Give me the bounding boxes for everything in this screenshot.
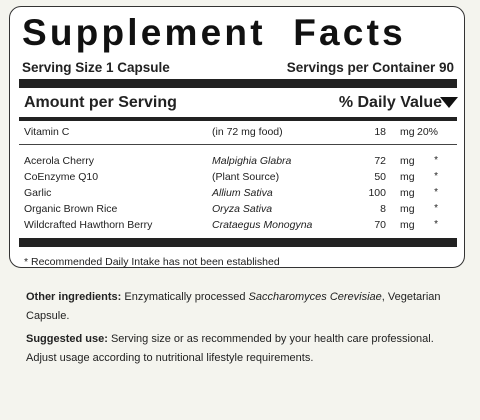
row-source: (in 72 mg food) — [212, 126, 283, 138]
triangle-down-icon — [440, 97, 458, 108]
row-amount: 50 — [374, 171, 386, 183]
row-source: Crataegus Monogyna — [212, 219, 313, 231]
row-name: Acerola Cherry — [24, 155, 95, 167]
row-unit: mg — [400, 203, 415, 215]
divider-thick-bottom — [19, 238, 457, 247]
ingredient-row: Organic Brown Rice Oryza Sativa 8 mg * — [24, 201, 452, 217]
row-name: CoEnzyme Q10 — [24, 171, 99, 183]
supplement-facts-panel: Supplement Facts Serving Size 1 Capsule … — [9, 6, 465, 268]
suggested-use-text: Serving size or as recommended by your h… — [26, 333, 434, 364]
ingredient-row: Acerola Cherry Malpighia Glabra 72 mg * — [24, 153, 452, 169]
row-amount: 100 — [368, 187, 386, 199]
row-dv: * — [434, 219, 438, 230]
row-amount: 18 — [374, 126, 386, 138]
row-dv: 20% — [416, 126, 438, 138]
row-dv: * — [434, 187, 438, 198]
row-unit: mg — [400, 126, 415, 138]
ingredient-row: CoEnzyme Q10 (Plant Source) 50 mg * — [24, 169, 452, 185]
panel-title: Supplement Facts — [22, 12, 406, 53]
ingredient-row: Wildcrafted Hawthorn Berry Crataegus Mon… — [24, 217, 452, 233]
row-name: Garlic — [24, 187, 52, 199]
suggested-use: Suggested use: Serving size or as recomm… — [26, 330, 456, 368]
row-source: Malpighia Glabra — [212, 155, 292, 167]
other-ingredients-italic: Saccharomyces Cerevisiae — [248, 291, 382, 303]
row-unit: mg — [400, 155, 415, 167]
suggested-use-label: Suggested use: — [26, 333, 108, 345]
other-ingredients-label: Other ingredients: — [26, 291, 122, 303]
divider-mid — [19, 117, 457, 121]
row-amount: 8 — [380, 203, 386, 215]
ingredient-row: Garlic Allium Sativa 100 mg * — [24, 185, 452, 201]
row-source: Oryza Sativa — [212, 203, 273, 215]
divider-thin — [19, 144, 457, 145]
row-unit: mg — [400, 219, 415, 231]
row-name: Vitamin C — [24, 126, 70, 138]
row-dv: * — [434, 203, 438, 214]
divider-thick-top — [19, 79, 457, 88]
row-name: Organic Brown Rice — [24, 203, 118, 215]
row-source: Allium Sativa — [212, 187, 273, 199]
row-dv: * — [434, 171, 438, 182]
row-dv: * — [434, 155, 438, 166]
daily-value-header: % Daily Value — [338, 94, 442, 111]
row-source: (Plant Source) — [212, 171, 280, 183]
other-ingredients-text: Enzymatically processed — [121, 291, 249, 303]
serving-size: Serving Size 1 Capsule — [22, 60, 170, 75]
footnote: * Recommended Daily Intake has not been … — [24, 256, 280, 268]
row-unit: mg — [400, 171, 415, 183]
amount-per-serving-header: Amount per Serving — [24, 94, 177, 111]
row-amount: 70 — [374, 219, 386, 231]
row-amount: 72 — [374, 155, 386, 167]
servings-per-container: Servings per Container 90 — [286, 60, 454, 75]
other-ingredients-text-end: , Vegetarian Capsule. — [26, 291, 441, 322]
nutrient-row-vitamin-c: Vitamin C (in 72 mg food) 18 mg 20% — [24, 124, 452, 140]
other-ingredients: Other ingredients: Enzymatically process… — [26, 288, 456, 326]
row-unit: mg — [400, 187, 415, 199]
row-name: Wildcrafted Hawthorn Berry — [24, 219, 153, 231]
